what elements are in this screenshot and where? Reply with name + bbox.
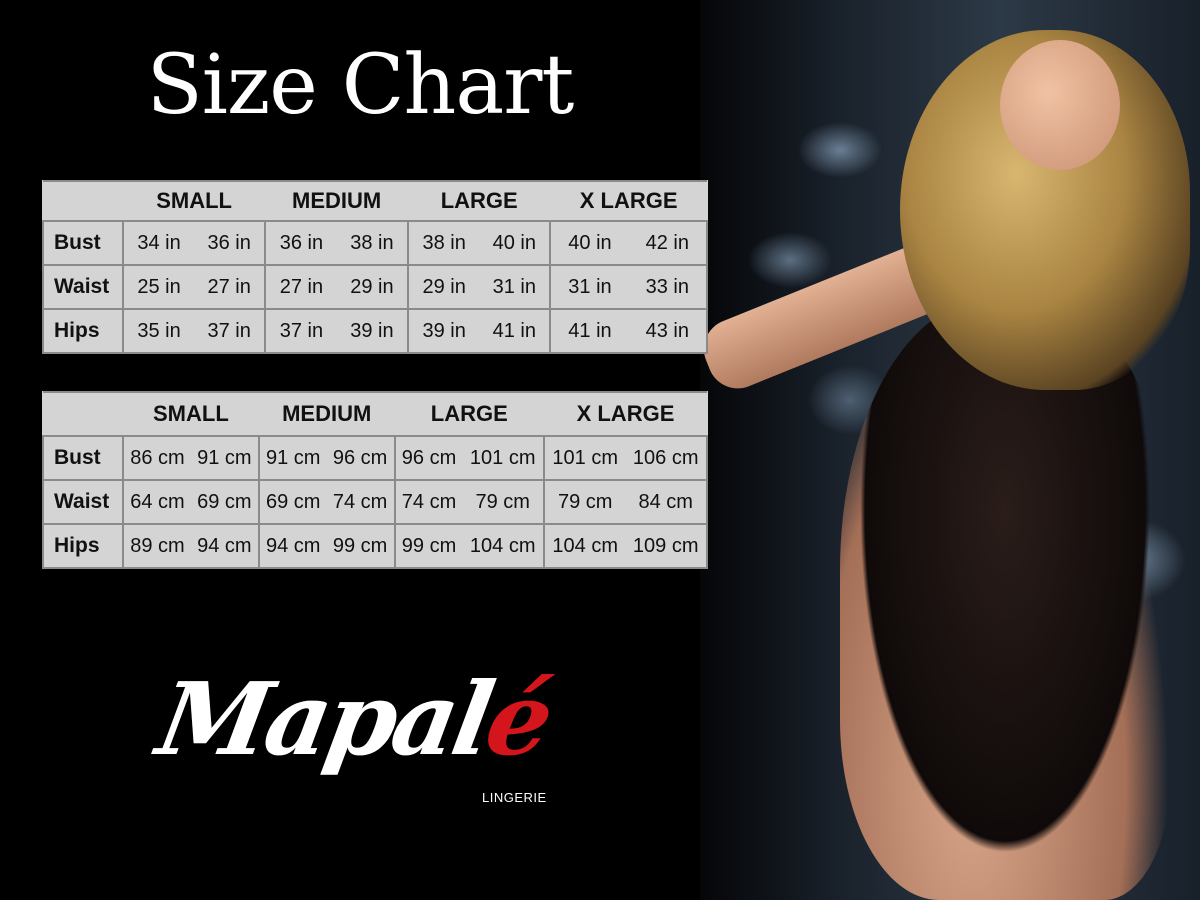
size-header: SMALL xyxy=(123,391,259,437)
measurement-cell: 38 in xyxy=(336,220,410,266)
size-header: X LARGE xyxy=(550,180,707,222)
measurement-cell: 36 in xyxy=(264,220,337,266)
row-label: Waist xyxy=(42,479,124,525)
measurement-cell: 64 cm xyxy=(122,479,191,525)
measurement-cell: 31 in xyxy=(549,264,629,310)
row-label: Hips xyxy=(42,308,124,354)
measurement-cell: 99 cm xyxy=(393,523,463,569)
size-header: LARGE xyxy=(408,180,551,222)
logo-text: Mapal xyxy=(149,660,499,778)
measurement-cell: 34 in xyxy=(121,220,195,266)
measurement-cell: 96 cm xyxy=(326,435,396,481)
measurement-cell: 69 cm xyxy=(257,479,327,525)
table-row: Hips 89 cm 94 cm 94 cm 99 cm 99 cm 104 cm 104 c… xyxy=(42,523,708,569)
measurement-cell: 104 cm xyxy=(462,523,545,569)
brand-tagline: LINGERIE xyxy=(482,790,547,805)
measurement-cell: 84 cm xyxy=(625,479,708,525)
measurement-cell: 109 cm xyxy=(625,523,708,569)
size-header: MEDIUM xyxy=(258,391,395,437)
measurement-cell: 91 cm xyxy=(190,435,260,481)
size-header: X LARGE xyxy=(543,391,707,437)
measurement-cell: 35 in xyxy=(121,308,195,354)
size-header: SMALL xyxy=(123,180,266,222)
measurement-cell: 74 cm xyxy=(393,479,463,525)
measurement-cell: 37 in xyxy=(194,308,267,354)
measurement-cell: 91 cm xyxy=(257,435,327,481)
measurement-cell: 39 in xyxy=(336,308,410,354)
measurement-cell: 94 cm xyxy=(190,523,260,569)
measurement-cell: 96 cm xyxy=(393,435,463,481)
row-label: Bust xyxy=(42,435,124,481)
row-label: Waist xyxy=(42,264,124,310)
measurement-cell: 42 in xyxy=(628,220,709,266)
table-row: Waist 25 in 27 in 27 in 29 in 29 in 31 in 31 in… xyxy=(42,264,709,310)
measurement-cell: 38 in xyxy=(407,220,480,266)
header-row: SMALL MEDIUM LARGE X LARGE xyxy=(43,391,707,437)
row-label: Hips xyxy=(42,523,124,569)
table-row: Bust 86 cm 91 cm 91 cm 96 cm 96 cm 101 cm 101 c… xyxy=(42,435,708,481)
measurement-cell: 101 cm xyxy=(462,435,545,481)
measurement-cell: 41 in xyxy=(549,308,629,354)
table-row: Bust 34 in 36 in 36 in 38 in 38 in 40 in 40 in 4… xyxy=(42,220,709,266)
measurement-cell: 33 in xyxy=(628,264,709,310)
size-header: LARGE xyxy=(394,391,544,437)
model-photo-body xyxy=(840,300,1170,900)
size-header: MEDIUM xyxy=(265,180,409,222)
measurement-cell: 43 in xyxy=(628,308,709,354)
measurement-cell: 39 in xyxy=(407,308,480,354)
size-table-inches: SMALL MEDIUM LARGE X LARGE Bust 34 in 36 i… xyxy=(42,180,709,354)
measurement-cell: 40 in xyxy=(549,220,629,266)
table-row: Hips 35 in 37 in 37 in 39 in 39 in 41 in 41 in 4… xyxy=(42,308,709,354)
measurement-cell: 36 in xyxy=(194,220,267,266)
size-table-cm: SMALL MEDIUM LARGE X LARGE Bust 86 cm 91 c… xyxy=(42,391,708,569)
page-title: Size Chart xyxy=(146,38,575,133)
measurement-cell: 86 cm xyxy=(122,435,191,481)
measurement-cell: 94 cm xyxy=(257,523,327,569)
brand-logo: Mapalé xyxy=(150,660,559,778)
measurement-cell: 27 in xyxy=(194,264,267,310)
measurement-cell: 101 cm xyxy=(542,435,626,481)
measurement-cell: 79 cm xyxy=(462,479,545,525)
measurement-cell: 69 cm xyxy=(190,479,260,525)
measurement-cell: 99 cm xyxy=(326,523,396,569)
row-label: Bust xyxy=(42,220,124,266)
measurement-cell: 25 in xyxy=(121,264,195,310)
header-row: SMALL MEDIUM LARGE X LARGE xyxy=(43,180,707,222)
measurement-cell: 89 cm xyxy=(122,523,191,569)
measurement-cell: 106 cm xyxy=(625,435,708,481)
measurement-cell: 29 in xyxy=(407,264,480,310)
model-photo-face xyxy=(1000,40,1120,170)
measurement-cell: 41 in xyxy=(479,308,552,354)
measurement-cell: 31 in xyxy=(479,264,552,310)
measurement-cell: 27 in xyxy=(264,264,337,310)
measurement-cell: 29 in xyxy=(336,264,410,310)
measurement-cell: 40 in xyxy=(479,220,552,266)
table-row: Waist 64 cm 69 cm 69 cm 74 cm 74 cm 79 cm 79 cm… xyxy=(42,479,708,525)
measurement-cell: 104 cm xyxy=(542,523,626,569)
measurement-cell: 74 cm xyxy=(326,479,396,525)
measurement-cell: 37 in xyxy=(264,308,337,354)
measurement-cell: 79 cm xyxy=(542,479,626,525)
